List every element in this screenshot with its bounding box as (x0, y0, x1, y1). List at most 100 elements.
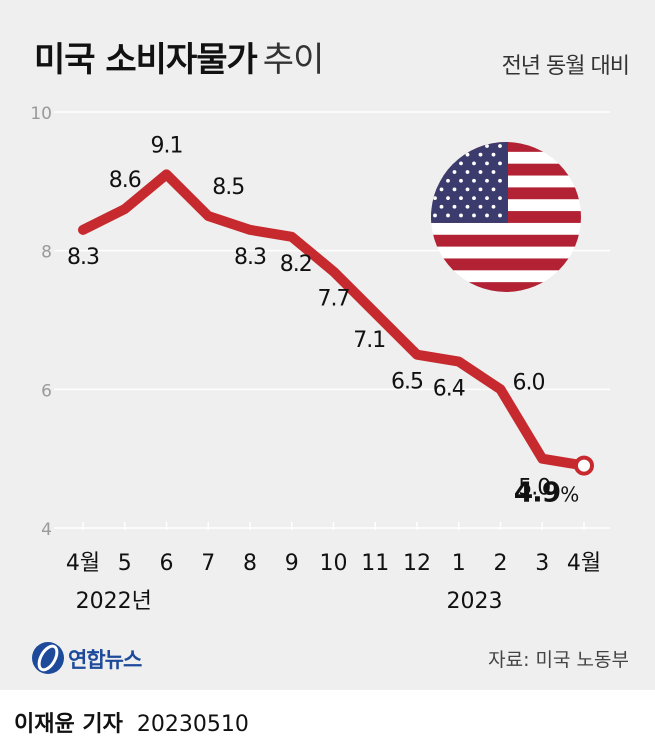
flag-star (465, 152, 470, 157)
line-chart: 4 6 8 10 8.3 8.6 9.1 8.5 8.3 8.27.77.16.5 6.4 6.0 5… (30, 104, 610, 614)
x-tick-label: 12 (403, 551, 431, 576)
flag-star (491, 170, 496, 174)
flag-star (433, 196, 437, 200)
flag-star (498, 178, 502, 183)
flag-star (446, 178, 450, 183)
data-label: 8.3 (67, 245, 99, 270)
flag-star (491, 187, 496, 192)
flag-star (439, 187, 444, 192)
flag-star (446, 144, 450, 148)
flag-star (485, 161, 489, 166)
flag-star (452, 187, 457, 192)
flag-stripe (431, 258, 581, 271)
x-tick-label: 5 (118, 551, 132, 576)
flag-star (498, 213, 502, 218)
chart-subtitle: 전년 동월 대비 (501, 54, 630, 79)
data-label: 5.0 (518, 476, 550, 501)
chart-card: 미국 소비자물가 추이 전년 동월 대비 4 6 8 10 8.3 8.6 9.1 8.5 8.… (0, 0, 655, 690)
data-label: 6.4 (433, 377, 465, 402)
flag-star (433, 161, 437, 166)
flag-star (491, 204, 496, 209)
y-tick-label: 10 (30, 104, 52, 124)
latest-point-marker (574, 455, 594, 476)
flag-star (465, 170, 470, 174)
data-label: 6.0 (513, 370, 545, 395)
us-flag-icon (431, 142, 581, 292)
data-label: 8.2 (280, 252, 312, 277)
flag-star (433, 144, 437, 148)
flag-stripe (431, 282, 581, 292)
flag-stripe (431, 270, 581, 283)
x-tick-label: 4월 (66, 551, 100, 576)
flag-star (446, 196, 450, 200)
flag-star (459, 178, 463, 183)
x-tick-label: 11 (361, 551, 389, 576)
flag-star (478, 152, 483, 157)
flag-stripe (431, 246, 581, 259)
flag-star (465, 204, 470, 209)
flag-star (498, 161, 502, 166)
title-bold: 미국 소비자물가 (34, 40, 258, 80)
flag-canton (431, 142, 508, 223)
unit-label: % (560, 483, 578, 507)
flag-star (439, 170, 444, 174)
yonhap-logo (32, 642, 64, 674)
flag-star (472, 161, 476, 166)
data-labels: 8.3 8.6 9.1 8.5 8.3 8.27.77.16.5 6.4 6.0 5.04.9% (67, 133, 579, 508)
flag-star (446, 161, 450, 166)
flag-star (439, 152, 444, 157)
chart-title: 미국 소비자물가 추이 (34, 32, 325, 81)
data-label: 6.5 (391, 370, 423, 395)
y-tick-label: 8 (41, 243, 52, 263)
y-tick-label: 6 (41, 381, 52, 401)
x-tick-label: 9 (285, 551, 299, 576)
data-label: 7.7 (318, 286, 350, 311)
flag-star (439, 204, 444, 209)
x-tick-label: 2 (494, 551, 508, 576)
flag-star (472, 144, 476, 148)
flag-stripe (431, 222, 581, 236)
x-tick-label: 8 (243, 551, 257, 576)
x-tick-label: 10 (320, 551, 348, 576)
data-label: 7.1 (353, 328, 385, 353)
data-label: 9.1 (151, 133, 183, 158)
flag-star (485, 178, 489, 183)
flag-star (485, 144, 489, 148)
publish-date: 20230510 (136, 712, 249, 737)
flag-star (459, 213, 463, 218)
x-tick-label: 3 (535, 551, 549, 576)
series-line (78, 169, 594, 476)
flag-star (472, 213, 476, 218)
flag-star (478, 187, 483, 192)
flag-star (498, 144, 502, 148)
data-label: 8.5 (212, 175, 244, 200)
flag-star (452, 152, 457, 157)
title-light: 추이 (262, 40, 325, 80)
x-tick-label: 7 (201, 551, 215, 576)
flag-star (485, 213, 489, 218)
flag-star (452, 170, 457, 174)
x-tick-label: 6 (160, 551, 174, 576)
x-tick-label: 1 (452, 551, 466, 576)
flag-star (459, 161, 463, 166)
flag-star (433, 213, 437, 218)
credit-line: 이재윤 기자 20230510 (14, 706, 249, 738)
flag-star (491, 152, 496, 157)
year-label: 2023 (447, 589, 503, 614)
data-label: 8.3 (234, 245, 266, 270)
logo-text: 연합뉴스 (68, 648, 142, 672)
reporter-name: 이재윤 기자 (14, 712, 123, 737)
flag-star (472, 178, 476, 183)
flag-star (465, 187, 470, 192)
y-tick-label: 4 (41, 520, 52, 540)
year-label: 2022년 (76, 589, 152, 614)
flag-star (472, 196, 476, 200)
flag-stripe (431, 234, 581, 248)
flag-star (478, 170, 483, 174)
flag-star (498, 196, 502, 200)
flag-star (452, 204, 457, 209)
flag-star (478, 204, 483, 209)
flag-star (446, 213, 450, 218)
flag-star (459, 196, 463, 200)
